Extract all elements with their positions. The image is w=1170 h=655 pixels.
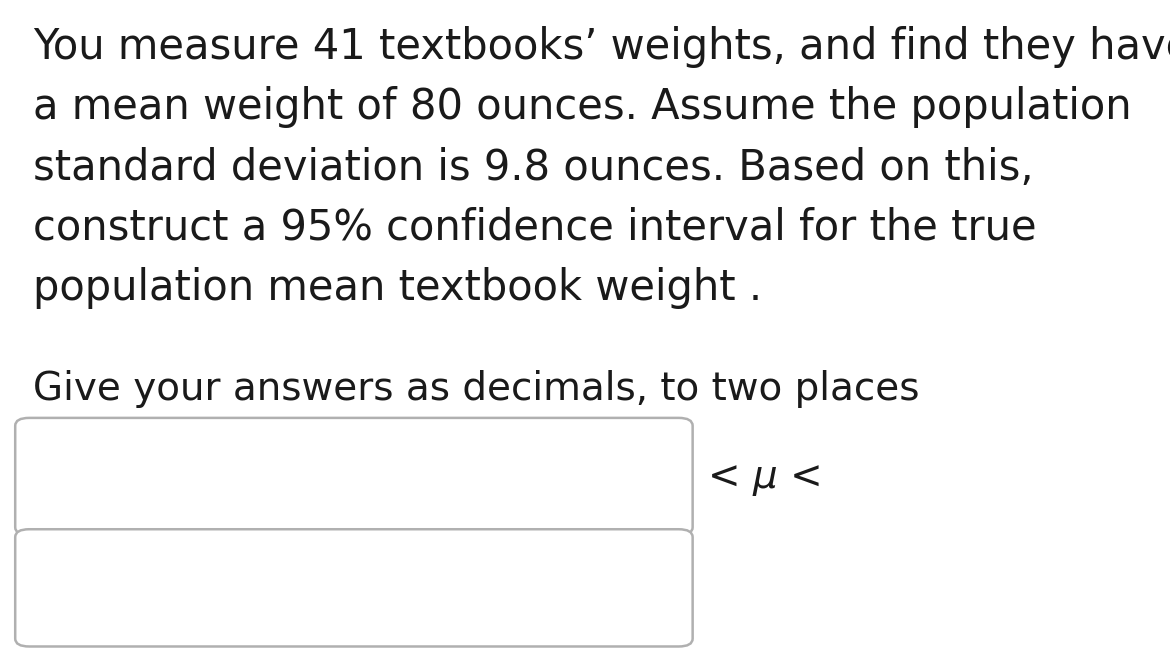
Text: standard deviation is 9.8 ounces. Based on this,: standard deviation is 9.8 ounces. Based … xyxy=(33,147,1033,189)
Text: < μ <: < μ < xyxy=(708,457,823,496)
Text: construct a 95% confidence interval for the true: construct a 95% confidence interval for … xyxy=(33,207,1037,249)
Text: Give your answers as decimals, to two places: Give your answers as decimals, to two pl… xyxy=(33,370,920,408)
FancyBboxPatch shape xyxy=(15,529,693,646)
Text: population mean textbook weight .: population mean textbook weight . xyxy=(33,267,762,309)
Text: You measure 41 textbooks’ weights, and find they have: You measure 41 textbooks’ weights, and f… xyxy=(33,26,1170,68)
Text: a mean weight of 80 ounces. Assume the population: a mean weight of 80 ounces. Assume the p… xyxy=(33,86,1131,128)
FancyBboxPatch shape xyxy=(15,418,693,535)
